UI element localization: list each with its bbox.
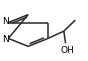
Text: N: N (2, 17, 9, 26)
Text: OH: OH (60, 46, 74, 55)
Text: N: N (2, 35, 9, 44)
